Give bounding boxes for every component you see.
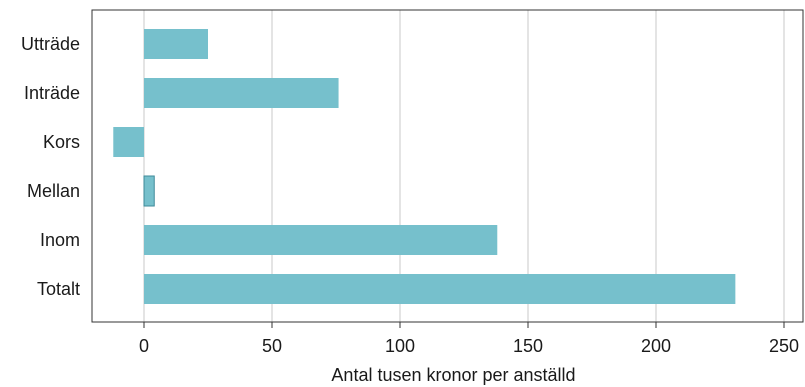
x-tick-label-250: 250 bbox=[769, 336, 799, 356]
x-axis-label: Antal tusen kronor per anställd bbox=[331, 365, 575, 385]
x-ticks: 0 50 100 150 200 250 bbox=[139, 322, 799, 356]
bars bbox=[113, 29, 736, 304]
bar-kors bbox=[113, 127, 144, 157]
grid-lines bbox=[143, 10, 785, 322]
x-tick-label-0: 0 bbox=[139, 336, 149, 356]
x-tick-label-100: 100 bbox=[385, 336, 415, 356]
category-label-utträde: Utträde bbox=[21, 34, 80, 54]
bar-inom bbox=[144, 225, 498, 255]
category-label-inträde: Inträde bbox=[24, 83, 80, 103]
category-label-kors: Kors bbox=[43, 132, 80, 152]
category-label-totalt: Totalt bbox=[37, 279, 80, 299]
x-tick-label-150: 150 bbox=[513, 336, 543, 356]
bar-totalt bbox=[144, 274, 736, 304]
bar-inträde bbox=[144, 78, 339, 108]
category-labels: Utträde Inträde Kors Mellan Inom Totalt bbox=[21, 34, 80, 299]
x-tick-label-50: 50 bbox=[262, 336, 282, 356]
category-label-inom: Inom bbox=[40, 230, 80, 250]
bar-mellan bbox=[143, 175, 155, 207]
bar-utträde bbox=[144, 29, 208, 59]
category-label-mellan: Mellan bbox=[27, 181, 80, 201]
plot-frame bbox=[91, 9, 804, 323]
x-tick-label-200: 200 bbox=[641, 336, 671, 356]
